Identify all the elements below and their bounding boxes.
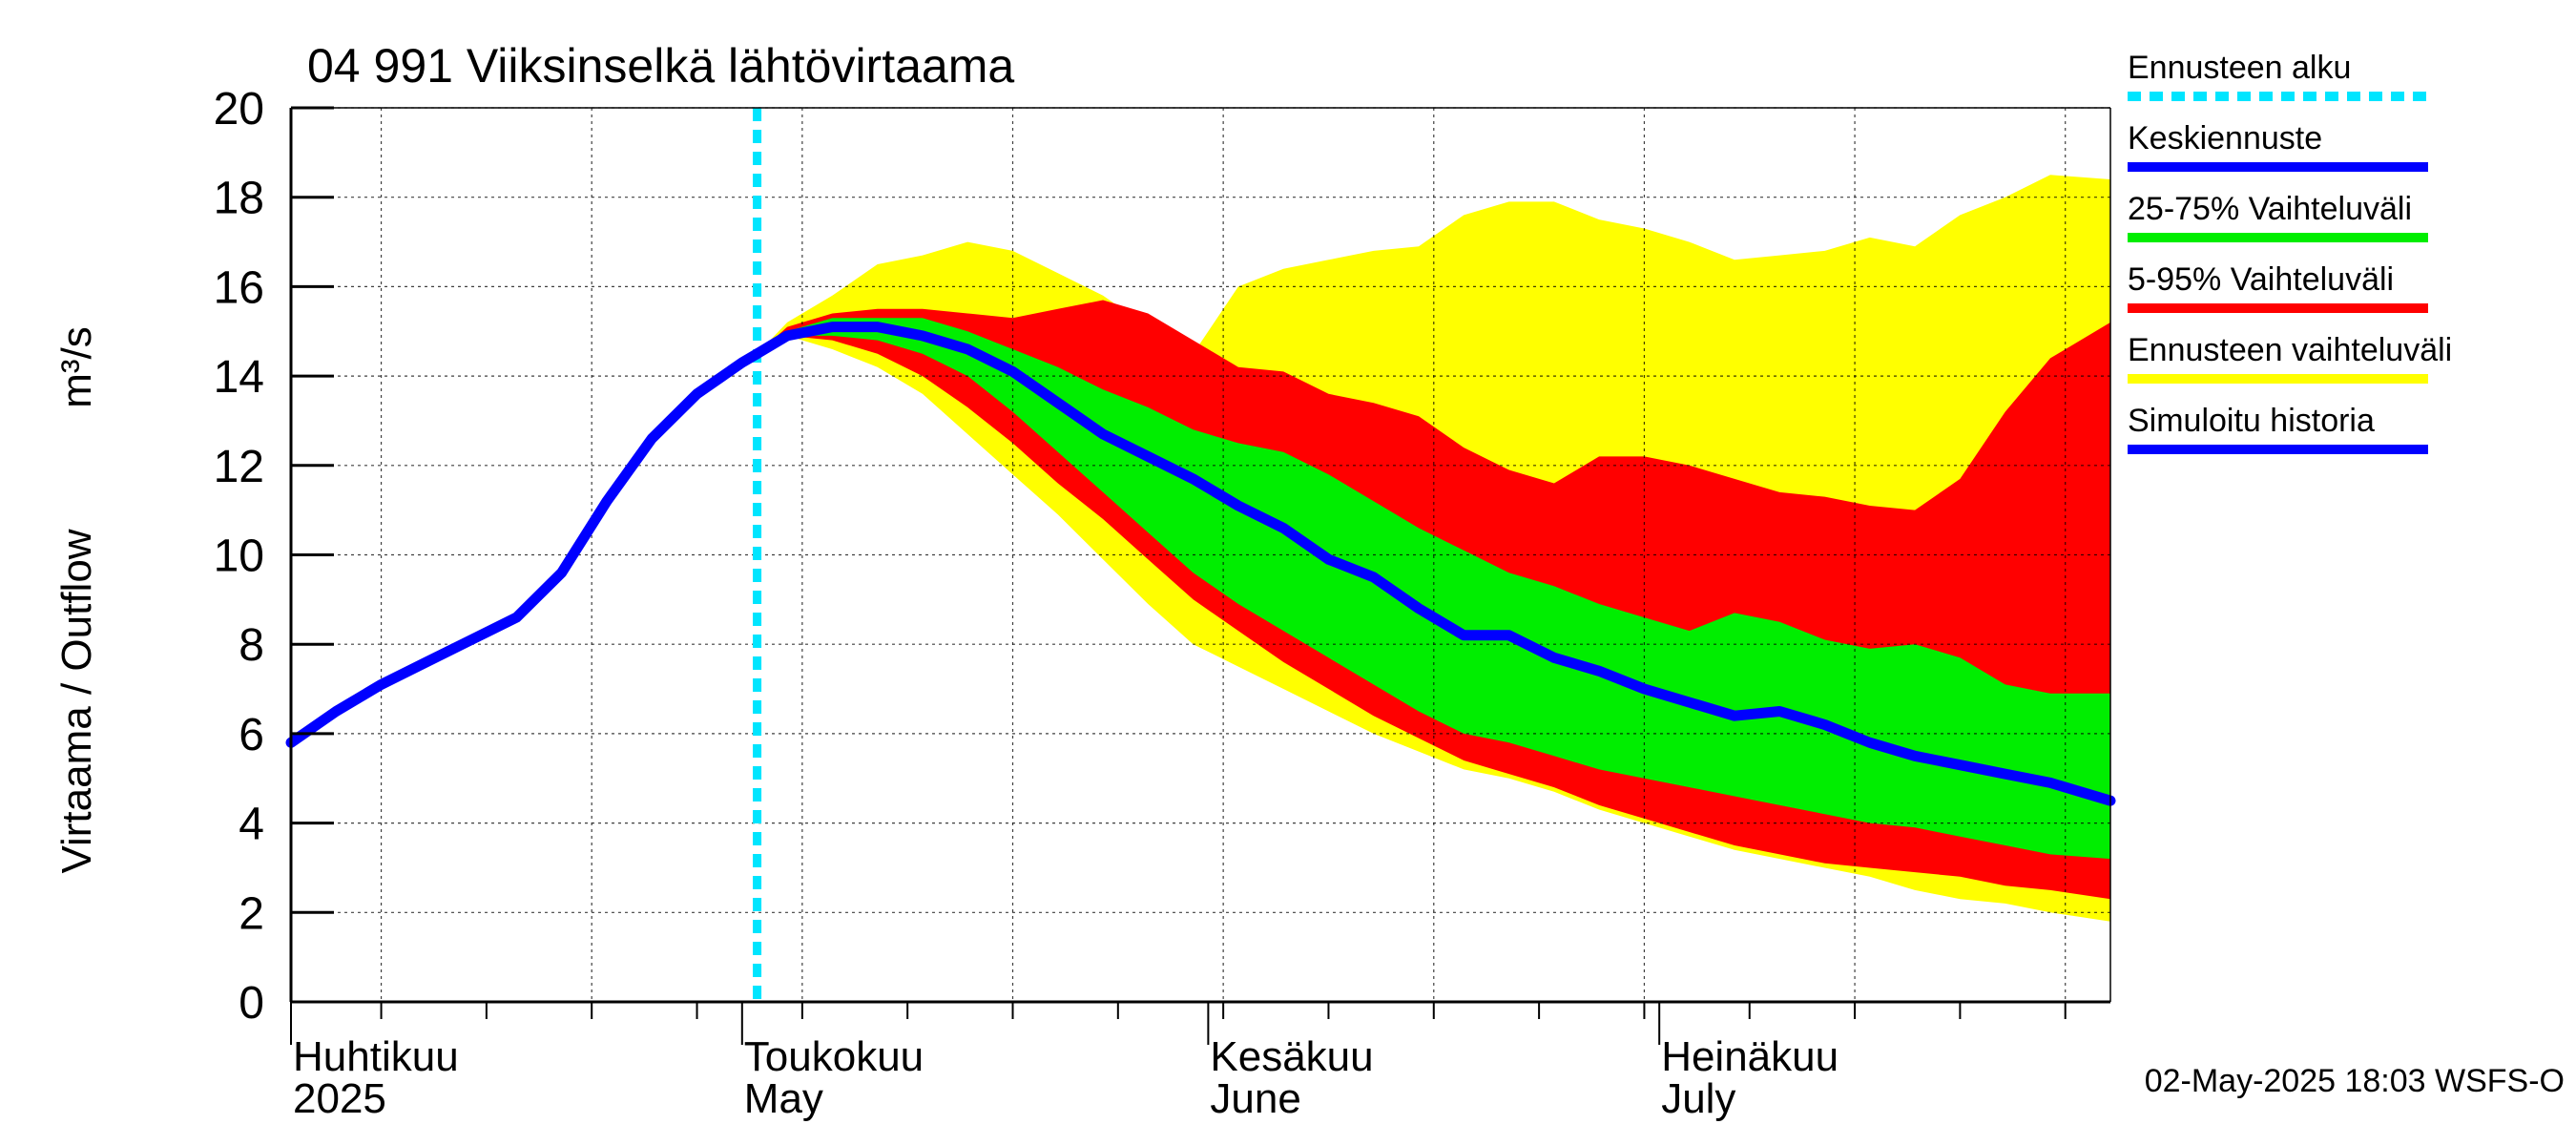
x-month-sublabel: May bbox=[744, 1075, 823, 1122]
y-tick-label: 8 bbox=[239, 620, 264, 671]
y-tick-label: 16 bbox=[214, 262, 264, 313]
legend-label: Simuloitu historia bbox=[2128, 403, 2375, 439]
x-month-label: Kesäkuu bbox=[1210, 1033, 1373, 1080]
y-tick-label: 10 bbox=[214, 531, 264, 582]
x-month-sublabel: June bbox=[1210, 1075, 1300, 1122]
x-month-label: Heinäkuu bbox=[1661, 1033, 1839, 1080]
band-25-75 bbox=[757, 318, 2110, 860]
y-tick-label: 18 bbox=[214, 174, 264, 224]
y-tick-label: 12 bbox=[214, 442, 264, 492]
legend-label: 25-75% Vaihteluväli bbox=[2128, 191, 2412, 227]
x-month-sublabel: 2025 bbox=[293, 1075, 386, 1122]
y-tick-label: 14 bbox=[214, 352, 264, 403]
y-tick-label: 6 bbox=[239, 710, 264, 760]
legend-label: Ennusteen alku bbox=[2128, 50, 2351, 86]
plot-area bbox=[285, 107, 2116, 1003]
legend-label: Ennusteen vaihteluväli bbox=[2128, 332, 2452, 368]
legend-label: Keskiennuste bbox=[2128, 120, 2322, 156]
chart-title: 04 991 Viiksinselkä lähtövirtaama bbox=[307, 39, 1014, 93]
series-simulated-history bbox=[285, 348, 763, 748]
y-tick-label: 0 bbox=[239, 978, 264, 1029]
series-mean-forecast bbox=[752, 322, 2116, 806]
x-month-label: Huhtikuu bbox=[293, 1033, 459, 1080]
x-month-label: Toukokuu bbox=[744, 1033, 924, 1080]
y-axis-label: Virtaama / Outflow bbox=[53, 529, 100, 873]
legend: Ennusteen alku Keskiennuste 25-75% Vaihtel… bbox=[2128, 50, 2452, 454]
y-tick-label: 2 bbox=[239, 888, 264, 939]
x-month-sublabel: July bbox=[1661, 1075, 1735, 1122]
legend-label: 5-95% Vaihteluväli bbox=[2128, 261, 2394, 298]
y-tick-label: 4 bbox=[239, 800, 264, 850]
footer-timestamp: 02-May-2025 18:03 WSFS-O bbox=[2145, 1063, 2565, 1099]
y-tick-label: 20 bbox=[214, 84, 264, 135]
y-axis-unit-label: m³/s bbox=[53, 326, 100, 408]
